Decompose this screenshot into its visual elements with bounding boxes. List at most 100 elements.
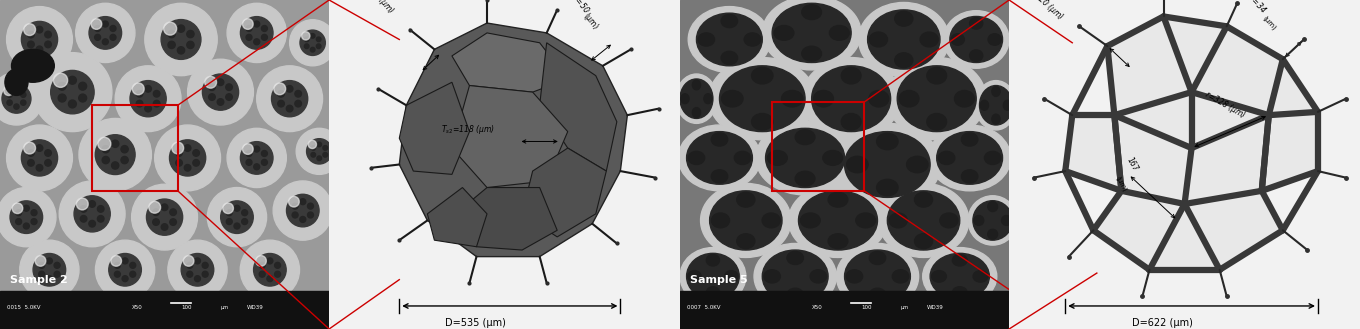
Ellipse shape	[711, 213, 729, 228]
Text: 0015  5.0KV: 0015 5.0KV	[7, 305, 39, 310]
Polygon shape	[452, 86, 567, 188]
Circle shape	[23, 205, 30, 211]
Ellipse shape	[719, 66, 805, 132]
Circle shape	[98, 137, 112, 150]
Polygon shape	[400, 82, 469, 174]
Ellipse shape	[889, 213, 907, 228]
Ellipse shape	[949, 16, 1002, 63]
Circle shape	[58, 94, 67, 102]
Circle shape	[12, 203, 23, 214]
Circle shape	[242, 144, 253, 154]
Ellipse shape	[914, 192, 933, 207]
Ellipse shape	[987, 202, 998, 212]
Circle shape	[186, 31, 194, 38]
Circle shape	[241, 240, 299, 299]
Circle shape	[7, 7, 72, 72]
Circle shape	[95, 26, 101, 32]
Circle shape	[1, 84, 31, 113]
Circle shape	[257, 66, 322, 132]
Circle shape	[181, 253, 214, 286]
Ellipse shape	[932, 270, 947, 282]
Circle shape	[226, 210, 233, 216]
Circle shape	[184, 256, 194, 266]
Ellipse shape	[823, 150, 843, 165]
Circle shape	[132, 83, 144, 95]
Circle shape	[226, 218, 233, 224]
Ellipse shape	[974, 215, 983, 225]
Ellipse shape	[981, 100, 989, 110]
Circle shape	[58, 82, 67, 90]
Circle shape	[160, 20, 201, 59]
Bar	[92, 105, 178, 191]
Polygon shape	[1149, 191, 1282, 270]
Circle shape	[277, 100, 284, 107]
Circle shape	[227, 128, 287, 188]
Text: 167: 167	[1125, 156, 1140, 173]
Circle shape	[254, 21, 260, 27]
Circle shape	[317, 142, 321, 147]
Circle shape	[33, 253, 65, 286]
Ellipse shape	[828, 192, 847, 207]
Circle shape	[144, 105, 151, 112]
Ellipse shape	[681, 94, 690, 104]
Ellipse shape	[676, 74, 717, 123]
Circle shape	[205, 76, 216, 88]
Polygon shape	[427, 188, 487, 247]
Circle shape	[109, 253, 141, 286]
Circle shape	[45, 160, 52, 166]
Circle shape	[110, 34, 116, 40]
Circle shape	[38, 263, 45, 268]
Text: D=535 (μm): D=535 (μm)	[445, 318, 506, 328]
Ellipse shape	[842, 114, 861, 130]
Polygon shape	[400, 23, 627, 257]
Text: $r$=328 (μm): $r$=328 (μm)	[1202, 88, 1248, 122]
Circle shape	[0, 188, 56, 247]
Circle shape	[226, 94, 233, 100]
Ellipse shape	[887, 191, 960, 250]
Ellipse shape	[787, 288, 804, 301]
Circle shape	[122, 258, 128, 264]
Circle shape	[112, 140, 118, 147]
Text: Sample 2: Sample 2	[10, 275, 68, 285]
Ellipse shape	[991, 87, 1000, 96]
Ellipse shape	[709, 58, 816, 140]
Ellipse shape	[869, 90, 888, 107]
Ellipse shape	[845, 250, 910, 303]
Ellipse shape	[796, 130, 815, 145]
Ellipse shape	[789, 184, 887, 257]
Circle shape	[170, 209, 177, 215]
Circle shape	[256, 256, 267, 266]
Ellipse shape	[940, 213, 957, 228]
Circle shape	[54, 263, 60, 268]
Circle shape	[218, 79, 224, 86]
Ellipse shape	[970, 50, 983, 61]
Circle shape	[79, 118, 151, 191]
Ellipse shape	[696, 13, 763, 66]
Circle shape	[102, 156, 109, 164]
Circle shape	[292, 203, 298, 209]
Ellipse shape	[811, 270, 827, 283]
Polygon shape	[1262, 59, 1318, 191]
Circle shape	[254, 39, 260, 45]
Circle shape	[193, 160, 200, 166]
Circle shape	[45, 31, 52, 38]
Circle shape	[16, 218, 22, 224]
Polygon shape	[540, 43, 617, 171]
Circle shape	[267, 276, 273, 282]
Circle shape	[80, 206, 87, 212]
Ellipse shape	[869, 32, 888, 47]
Ellipse shape	[895, 53, 913, 67]
Ellipse shape	[721, 51, 737, 64]
Circle shape	[79, 94, 87, 102]
Circle shape	[305, 44, 309, 48]
Bar	[680, 291, 1009, 329]
Circle shape	[241, 16, 273, 49]
Circle shape	[296, 128, 343, 174]
Circle shape	[122, 276, 128, 282]
Circle shape	[207, 188, 267, 247]
Circle shape	[23, 223, 30, 229]
Circle shape	[167, 240, 227, 299]
Ellipse shape	[899, 90, 919, 107]
Text: D=622 (μm): D=622 (μm)	[1132, 318, 1193, 328]
Circle shape	[299, 216, 306, 222]
